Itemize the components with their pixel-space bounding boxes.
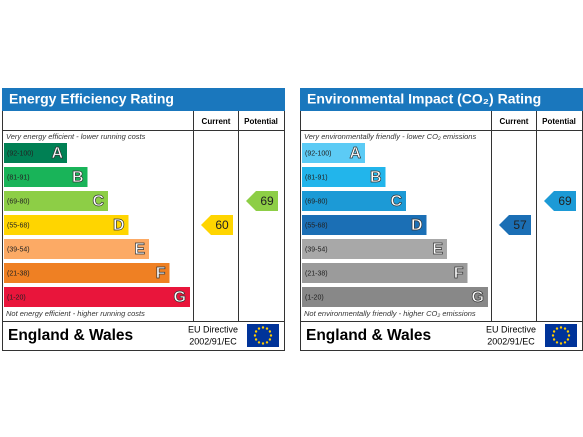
eu-star xyxy=(552,330,556,333)
band-letter: F xyxy=(156,265,166,282)
eu-star xyxy=(555,327,559,330)
directive: EU Directive xyxy=(188,324,238,334)
band xyxy=(302,263,468,283)
band-range: (92-100) xyxy=(305,150,331,157)
eu-star xyxy=(257,327,261,330)
eu-star xyxy=(261,342,265,345)
band-letter: G xyxy=(472,289,484,306)
eu-star xyxy=(566,330,570,333)
eu-star xyxy=(563,341,567,344)
eu-star xyxy=(265,341,269,344)
eu-star xyxy=(269,334,273,337)
band-range: (69-80) xyxy=(7,198,30,205)
eu-star xyxy=(253,334,257,337)
directive: EU Directive xyxy=(486,324,536,334)
eu-star xyxy=(559,342,563,345)
band-letter: A xyxy=(349,145,361,162)
rating-value: 57 xyxy=(513,218,527,232)
title-bar xyxy=(300,88,583,111)
band-range: (81-91) xyxy=(7,174,30,181)
title-bar xyxy=(2,88,285,111)
rating-value: 60 xyxy=(215,218,229,232)
band-range: (21-38) xyxy=(7,270,30,277)
band-letter: B xyxy=(370,169,382,186)
eu-flag xyxy=(545,324,577,347)
column-header: Potential xyxy=(542,117,576,126)
band-range: (1-20) xyxy=(7,294,26,301)
rating-arrow xyxy=(201,215,233,235)
eu-star xyxy=(257,341,261,344)
column-header: Current xyxy=(500,117,529,126)
panel-title: Environmental Impact (CO₂) Rating xyxy=(307,91,541,107)
eu-star xyxy=(566,338,570,341)
band-letter: G xyxy=(174,289,186,306)
band-letter: F xyxy=(454,265,464,282)
band-letter: D xyxy=(411,217,423,234)
band xyxy=(302,239,447,259)
rating-value: 69 xyxy=(558,194,572,208)
band xyxy=(4,167,88,187)
rating-value: 69 xyxy=(260,194,274,208)
column-header: Potential xyxy=(244,117,278,126)
rating-arrow xyxy=(499,215,531,235)
eu-star xyxy=(551,334,555,337)
band-letter: C xyxy=(92,193,104,210)
band-letter: E xyxy=(432,241,443,258)
band xyxy=(302,167,386,187)
directive: 2002/91/EC xyxy=(189,336,237,346)
band-letter: E xyxy=(134,241,145,258)
eu-star xyxy=(567,334,571,337)
band xyxy=(4,143,67,163)
eu-star xyxy=(265,327,269,330)
band-range: (21-38) xyxy=(305,270,328,277)
bottom-note: Not environmentally friendly - higher CO… xyxy=(304,309,476,318)
bottom-note: Not energy efficient - higher running co… xyxy=(6,309,145,318)
band-range: (1-20) xyxy=(305,294,324,301)
band-range: (92-100) xyxy=(7,150,33,157)
band xyxy=(302,143,365,163)
top-note: Very energy efficient - lower running co… xyxy=(6,132,146,141)
band-letter: D xyxy=(113,217,125,234)
eu-star xyxy=(268,330,272,333)
eu-flag xyxy=(247,324,279,347)
rating-arrow xyxy=(544,191,576,211)
eu-star xyxy=(559,326,563,329)
band-range: (39-54) xyxy=(305,246,328,253)
band-letter: B xyxy=(72,169,84,186)
eu-star xyxy=(254,338,258,341)
band-range: (69-80) xyxy=(305,198,328,205)
band-range: (55-68) xyxy=(305,222,328,229)
eu-star xyxy=(268,338,272,341)
region: England & Wales xyxy=(8,327,133,344)
eu-star xyxy=(552,338,556,341)
eu-star xyxy=(261,326,265,329)
band xyxy=(4,263,170,283)
band xyxy=(4,287,190,307)
top-note: Very environmentally friendly - lower CO… xyxy=(304,132,476,141)
band xyxy=(4,239,149,259)
region: England & Wales xyxy=(306,327,431,344)
column-header: Current xyxy=(202,117,231,126)
directive: 2002/91/EC xyxy=(487,336,535,346)
band xyxy=(302,287,488,307)
band-range: (81-91) xyxy=(305,174,328,181)
panel-title: Energy Efficiency Rating xyxy=(9,91,174,107)
rating-arrow xyxy=(246,191,278,211)
band xyxy=(302,215,427,235)
band-letter: A xyxy=(51,145,63,162)
band xyxy=(4,191,108,211)
band xyxy=(4,215,129,235)
band-letter: C xyxy=(390,193,402,210)
band-range: (55-68) xyxy=(7,222,30,229)
eu-star xyxy=(555,341,559,344)
eu-star xyxy=(254,330,258,333)
band-range: (39-54) xyxy=(7,246,30,253)
eu-star xyxy=(563,327,567,330)
band xyxy=(302,191,406,211)
